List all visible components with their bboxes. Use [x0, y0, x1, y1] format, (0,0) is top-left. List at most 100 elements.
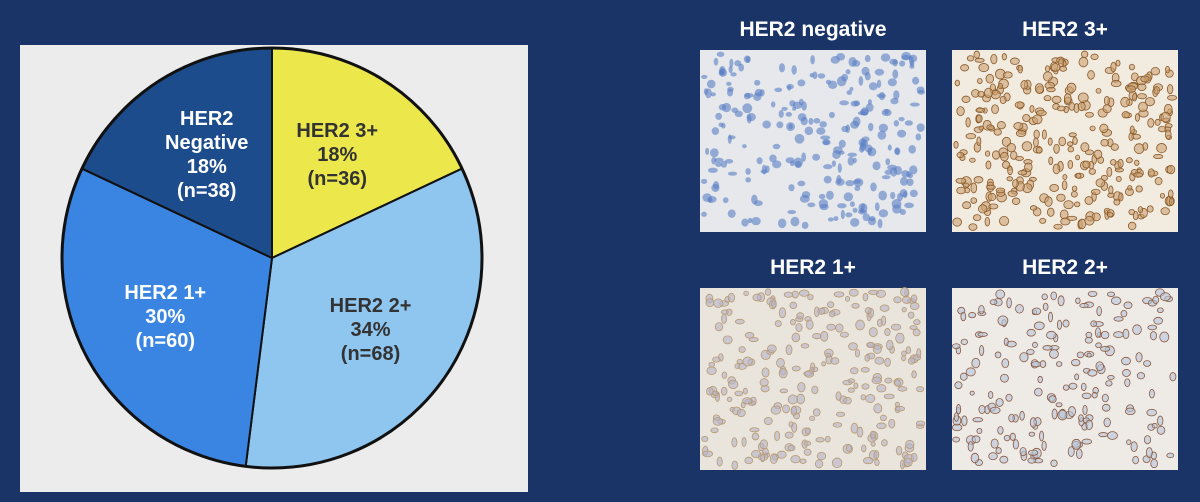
- cell: [909, 325, 918, 331]
- cell: [1098, 432, 1109, 438]
- cell: [1166, 84, 1174, 95]
- cell: [989, 299, 998, 306]
- cell: [833, 216, 839, 221]
- cell: [706, 366, 717, 376]
- cell: [909, 189, 918, 198]
- cell: [870, 441, 876, 447]
- cell: [999, 95, 1007, 104]
- cell: [965, 132, 977, 140]
- cell: [744, 456, 754, 465]
- cell: [1048, 395, 1057, 404]
- cell: [978, 404, 986, 414]
- ihc-image: [952, 288, 1178, 470]
- slice-label: HER2 Negative 18% (n=38): [152, 107, 262, 203]
- cell: [1128, 63, 1135, 71]
- cell: [1085, 419, 1093, 431]
- cell: [821, 361, 827, 367]
- cell: [969, 157, 976, 163]
- cell: [1085, 149, 1094, 156]
- cell: [1107, 431, 1118, 440]
- cell: [720, 309, 729, 315]
- cell: [772, 143, 781, 150]
- cell: [908, 144, 916, 154]
- cell: [1067, 146, 1075, 153]
- cell: [812, 333, 822, 340]
- cell: [912, 328, 921, 337]
- cell: [772, 160, 782, 169]
- cell: [1074, 201, 1081, 208]
- cell: [779, 388, 788, 394]
- cell: [987, 391, 994, 399]
- cell: [848, 56, 857, 67]
- cell: [719, 65, 726, 76]
- cell: [1057, 295, 1065, 307]
- cell: [915, 420, 926, 427]
- cell: [796, 312, 805, 320]
- cell: [814, 459, 824, 469]
- cell: [1062, 174, 1068, 181]
- cell: [1039, 217, 1047, 224]
- cell: [818, 193, 826, 200]
- cell: [710, 427, 719, 434]
- cell: [790, 405, 797, 416]
- cell: [1006, 176, 1013, 182]
- cell: [1070, 358, 1081, 367]
- cell: [1023, 159, 1033, 165]
- slice-percent: 30%: [145, 305, 186, 328]
- cell: [901, 350, 907, 357]
- cell: [1067, 406, 1076, 417]
- cell: [797, 113, 807, 122]
- cell: [838, 139, 846, 148]
- cell: [731, 460, 739, 470]
- cell: [1050, 459, 1058, 468]
- cell: [845, 179, 855, 187]
- cell: [865, 394, 876, 403]
- cell: [1150, 458, 1158, 469]
- slice-percent: 34%: [350, 318, 391, 341]
- cell: [866, 341, 875, 348]
- cell: [1169, 372, 1177, 382]
- cell: [1115, 175, 1122, 183]
- cell: [1055, 361, 1063, 367]
- cell: [1095, 342, 1102, 349]
- cell: [905, 346, 912, 354]
- cell: [711, 127, 720, 135]
- cell: [1095, 88, 1102, 94]
- cell: [1042, 302, 1049, 311]
- cell: [1110, 61, 1117, 73]
- cell: [820, 331, 829, 342]
- cell: [1035, 146, 1043, 154]
- cell: [1056, 319, 1063, 330]
- cell: [1160, 207, 1170, 216]
- cell: [851, 302, 860, 309]
- cell: [1115, 59, 1121, 67]
- cell: [1075, 154, 1081, 161]
- cell: [904, 202, 914, 209]
- cell: [797, 79, 806, 87]
- cell: [827, 217, 834, 222]
- cell: [823, 175, 832, 184]
- cell: [1051, 95, 1062, 104]
- cell: [790, 318, 796, 326]
- cell: [954, 381, 963, 390]
- cell: [783, 291, 794, 298]
- cell: [745, 177, 752, 183]
- cell: [1138, 101, 1148, 113]
- cell: [1070, 190, 1078, 198]
- cell: [1078, 56, 1089, 68]
- cell: [1143, 360, 1152, 367]
- cell: [1067, 159, 1074, 170]
- cell: [1066, 82, 1077, 93]
- cell: [956, 106, 965, 117]
- cell: [1152, 295, 1160, 304]
- cell: [861, 383, 870, 390]
- cell: [1110, 159, 1117, 166]
- cell: [803, 448, 812, 456]
- cell: [1015, 155, 1024, 161]
- cell: [813, 118, 821, 124]
- cell: [976, 78, 983, 84]
- cell: [1007, 165, 1013, 176]
- cell: [727, 292, 735, 303]
- cell: [761, 367, 770, 378]
